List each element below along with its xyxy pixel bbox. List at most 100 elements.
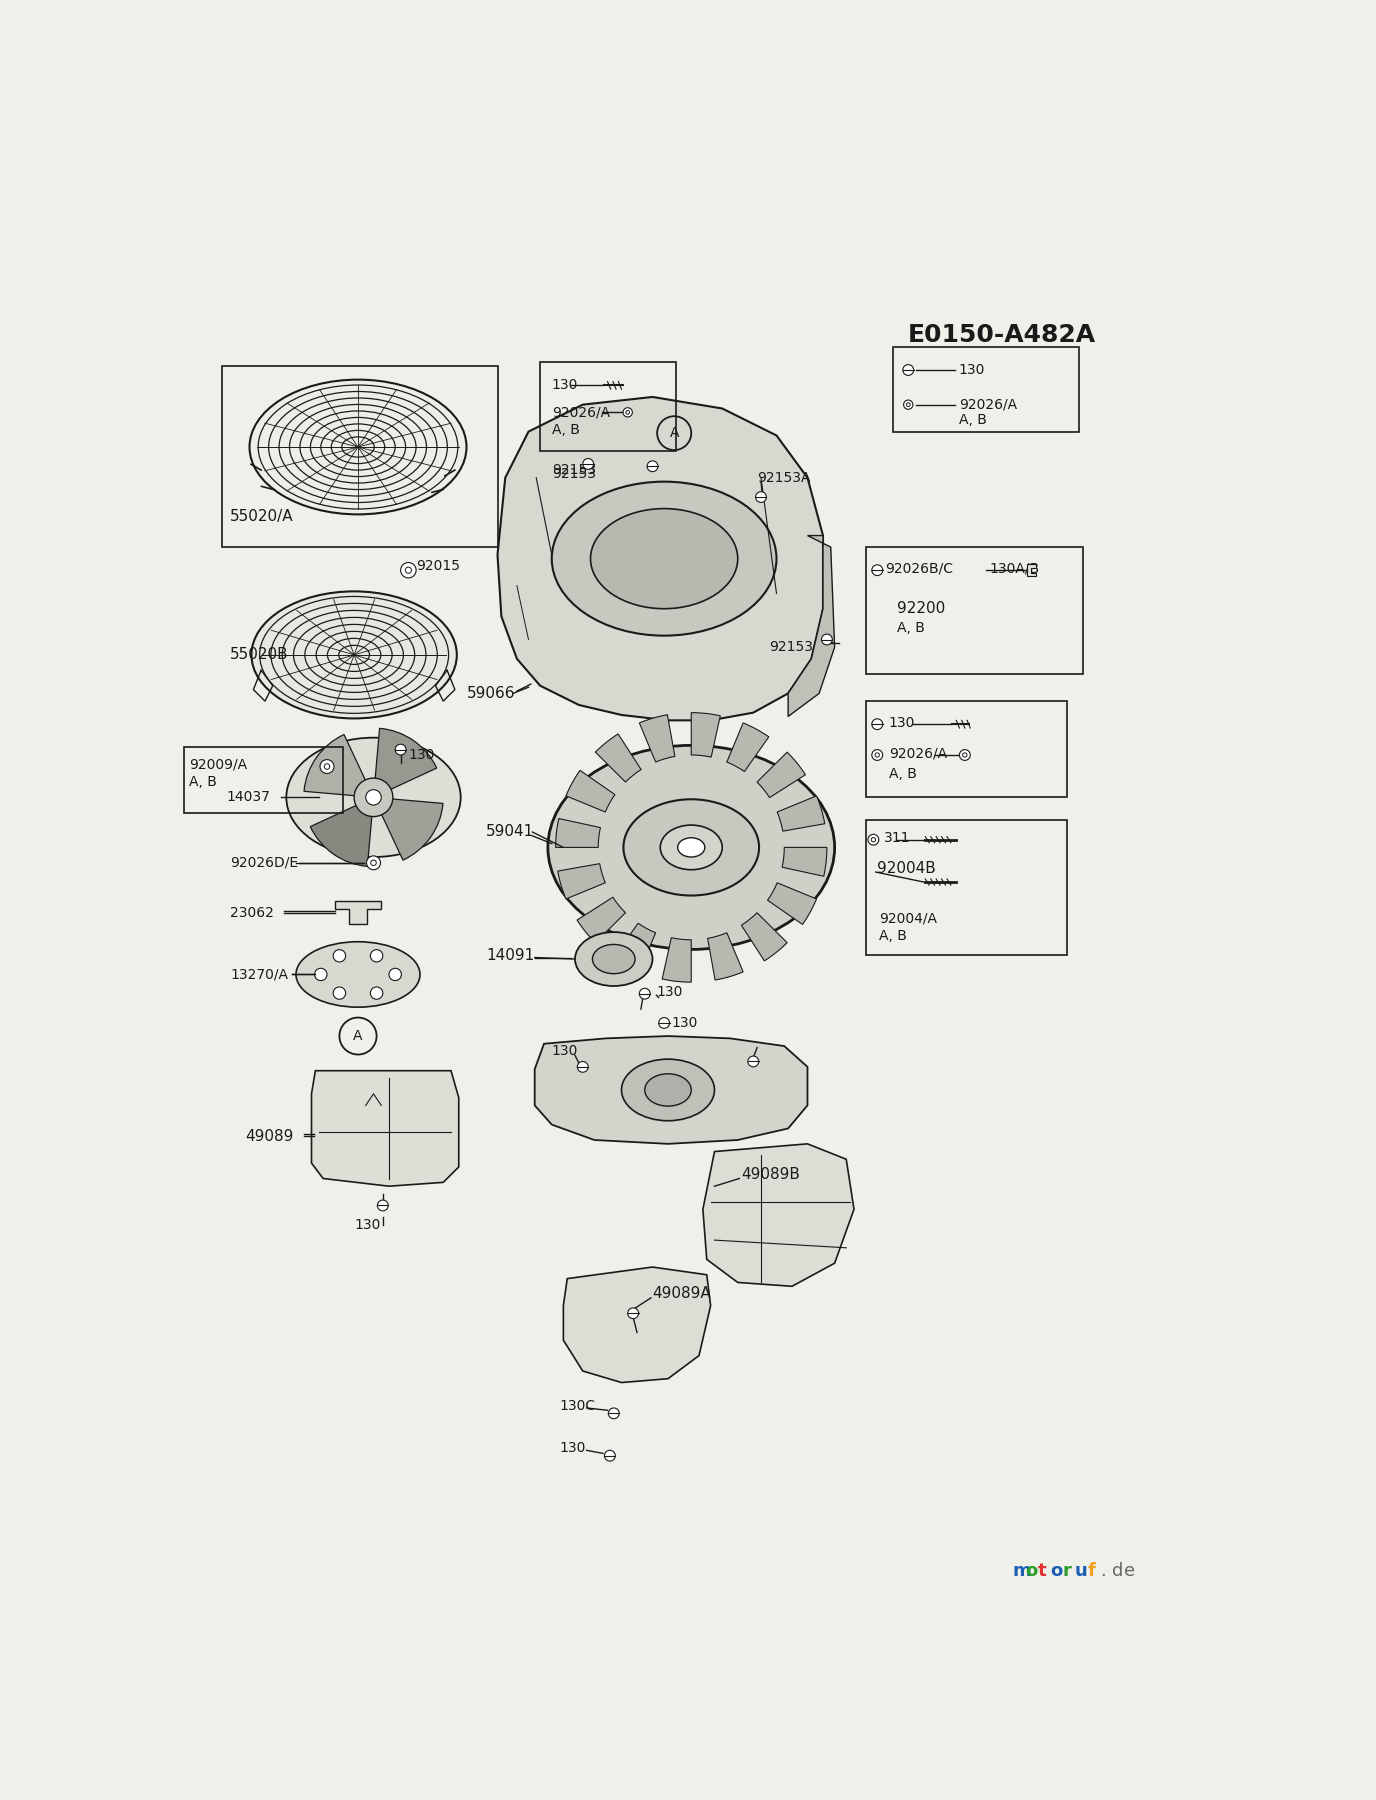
- Ellipse shape: [678, 837, 705, 857]
- Text: t: t: [1038, 1562, 1046, 1580]
- Wedge shape: [614, 923, 655, 972]
- Text: u: u: [1075, 1562, 1087, 1580]
- Wedge shape: [742, 913, 787, 961]
- Bar: [223, 365, 498, 547]
- Circle shape: [325, 763, 330, 769]
- Ellipse shape: [590, 509, 738, 608]
- Text: 92026B/C: 92026B/C: [885, 562, 954, 576]
- Text: 92026/A: 92026/A: [959, 398, 1017, 412]
- Text: 130: 130: [354, 1219, 381, 1231]
- Text: A, B: A, B: [189, 776, 217, 788]
- Wedge shape: [373, 797, 443, 860]
- Text: 92153A: 92153A: [757, 472, 810, 484]
- Ellipse shape: [249, 380, 466, 515]
- Text: 55020/A: 55020/A: [230, 509, 293, 524]
- Circle shape: [400, 562, 416, 578]
- Wedge shape: [373, 729, 436, 797]
- Circle shape: [366, 855, 381, 869]
- Text: 92153: 92153: [552, 466, 596, 481]
- Wedge shape: [662, 938, 691, 983]
- Bar: [541, 362, 676, 450]
- Text: 49089A: 49089A: [652, 1287, 711, 1301]
- Circle shape: [354, 778, 394, 817]
- Text: 92004B: 92004B: [878, 862, 936, 877]
- Text: 92026/A: 92026/A: [889, 747, 947, 760]
- Text: 49089B: 49089B: [742, 1166, 801, 1183]
- Circle shape: [370, 860, 376, 866]
- Text: 92026/A: 92026/A: [552, 405, 610, 419]
- Circle shape: [963, 752, 967, 758]
- Polygon shape: [1026, 563, 1036, 576]
- Text: 130: 130: [671, 1015, 698, 1030]
- Wedge shape: [768, 882, 816, 925]
- Circle shape: [377, 1201, 388, 1211]
- Circle shape: [872, 565, 882, 576]
- Text: 55020B: 55020B: [230, 648, 289, 662]
- Text: E0150-A482A: E0150-A482A: [908, 324, 1097, 347]
- Text: 92153: 92153: [769, 641, 813, 653]
- Bar: [893, 347, 1079, 432]
- Text: 130: 130: [959, 364, 985, 376]
- Text: 130: 130: [552, 1044, 578, 1058]
- Circle shape: [821, 634, 832, 644]
- Ellipse shape: [623, 799, 760, 896]
- Circle shape: [366, 790, 381, 805]
- Text: 130: 130: [409, 749, 435, 761]
- Bar: [866, 547, 1083, 675]
- Circle shape: [871, 837, 875, 842]
- Wedge shape: [782, 848, 827, 877]
- Circle shape: [315, 968, 327, 981]
- Wedge shape: [310, 797, 373, 866]
- Polygon shape: [535, 1037, 808, 1143]
- Circle shape: [395, 743, 406, 754]
- Polygon shape: [788, 536, 835, 716]
- Text: r: r: [1062, 1562, 1072, 1580]
- Ellipse shape: [252, 592, 457, 718]
- Text: A: A: [354, 1030, 363, 1042]
- Circle shape: [907, 403, 910, 407]
- Text: m: m: [1013, 1562, 1032, 1580]
- Circle shape: [627, 1309, 638, 1319]
- Text: 14091: 14091: [486, 947, 534, 963]
- Text: A, B: A, B: [552, 423, 579, 437]
- Ellipse shape: [593, 945, 636, 974]
- Text: 92009/A: 92009/A: [189, 758, 248, 770]
- Text: 130: 130: [560, 1442, 586, 1454]
- Text: 59041: 59041: [486, 824, 534, 839]
- Text: 130: 130: [656, 985, 682, 999]
- Text: f: f: [1087, 1562, 1095, 1580]
- Wedge shape: [596, 734, 641, 781]
- Polygon shape: [563, 1267, 710, 1382]
- Circle shape: [903, 365, 914, 376]
- Wedge shape: [777, 796, 824, 832]
- Text: A, B: A, B: [959, 412, 987, 427]
- Circle shape: [370, 950, 383, 961]
- Text: 59066: 59066: [466, 686, 515, 700]
- Circle shape: [623, 409, 633, 418]
- Wedge shape: [707, 932, 743, 979]
- Wedge shape: [577, 896, 626, 943]
- Circle shape: [659, 1017, 670, 1028]
- Circle shape: [647, 461, 658, 472]
- Text: A, B: A, B: [889, 767, 916, 781]
- Text: 13270/A: 13270/A: [230, 967, 288, 981]
- Wedge shape: [757, 752, 805, 797]
- Text: A, B: A, B: [897, 621, 925, 635]
- Wedge shape: [691, 713, 720, 758]
- Polygon shape: [703, 1143, 854, 1287]
- Bar: [866, 821, 1068, 956]
- Circle shape: [626, 410, 630, 414]
- Polygon shape: [498, 398, 823, 720]
- Ellipse shape: [296, 941, 420, 1008]
- Text: e: e: [1124, 1562, 1135, 1580]
- Text: .: .: [1099, 1562, 1105, 1580]
- Circle shape: [608, 1408, 619, 1418]
- Ellipse shape: [286, 738, 461, 857]
- Ellipse shape: [552, 482, 776, 635]
- Wedge shape: [557, 864, 605, 898]
- Circle shape: [868, 835, 879, 844]
- Polygon shape: [311, 1071, 458, 1186]
- Circle shape: [640, 988, 651, 999]
- Text: 23062: 23062: [230, 905, 274, 920]
- Wedge shape: [566, 770, 615, 812]
